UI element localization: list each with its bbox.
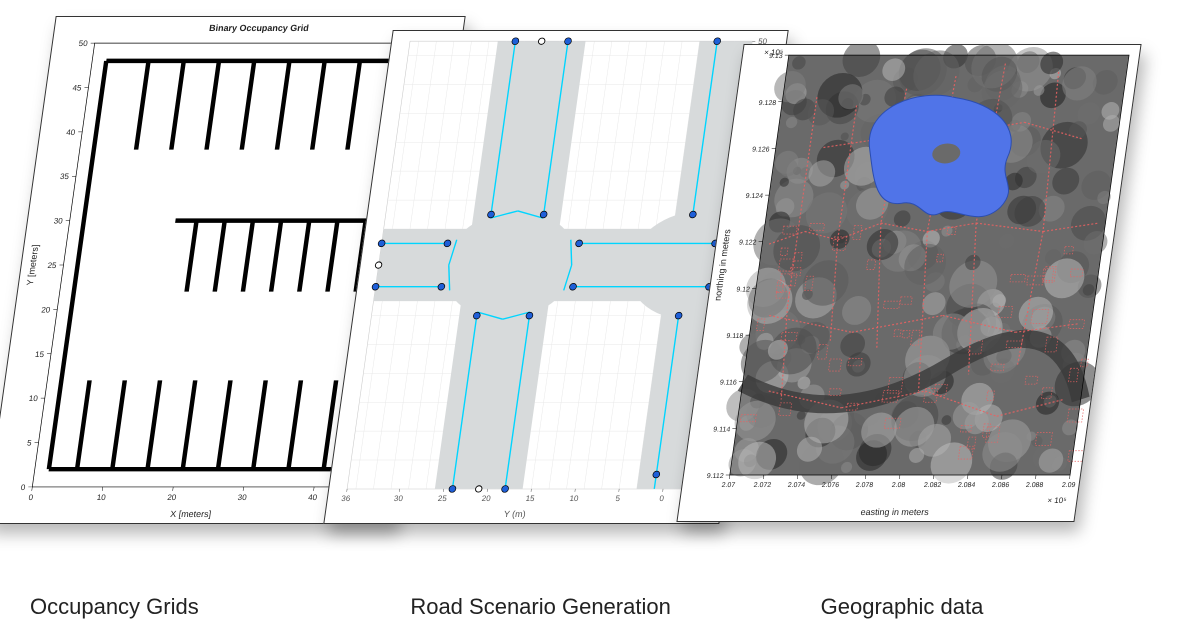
svg-text:easting in meters: easting in meters bbox=[860, 507, 930, 517]
svg-text:35: 35 bbox=[59, 172, 70, 181]
svg-text:2.086: 2.086 bbox=[991, 482, 1009, 489]
svg-text:20: 20 bbox=[167, 493, 178, 502]
svg-text:2.082: 2.082 bbox=[923, 482, 941, 489]
svg-text:2.072: 2.072 bbox=[753, 482, 771, 489]
caption-row: Occupancy Grids Road Scenario Generation… bbox=[0, 594, 1191, 620]
svg-text:20: 20 bbox=[41, 305, 52, 314]
svg-text:15: 15 bbox=[34, 350, 45, 359]
svg-text:50: 50 bbox=[78, 39, 89, 48]
svg-text:36: 36 bbox=[341, 494, 352, 503]
svg-text:2.088: 2.088 bbox=[1025, 482, 1043, 489]
svg-text:2.09: 2.09 bbox=[1061, 482, 1076, 489]
svg-text:9.118: 9.118 bbox=[726, 333, 744, 340]
svg-text:25: 25 bbox=[437, 494, 448, 503]
geo-chart: 2.07 2.072 2.074 2.076 2.078 2.08 2.082 2.084 2.… bbox=[678, 45, 1141, 521]
svg-text:X [meters]: X [meters] bbox=[170, 509, 212, 519]
svg-text:2.08: 2.08 bbox=[891, 482, 906, 489]
svg-text:Binary Occupancy Grid: Binary Occupancy Grid bbox=[209, 23, 310, 33]
svg-text:9.116: 9.116 bbox=[719, 380, 737, 387]
svg-text:30: 30 bbox=[237, 493, 248, 502]
figure-stage: Binary Occupancy Grid0102030405005101520… bbox=[0, 0, 1191, 560]
svg-text:0: 0 bbox=[20, 483, 26, 492]
svg-text:10: 10 bbox=[96, 493, 107, 502]
svg-text:30: 30 bbox=[53, 217, 64, 226]
svg-text:10: 10 bbox=[28, 394, 39, 403]
svg-text:2.07: 2.07 bbox=[721, 482, 736, 489]
svg-text:× 10⁵: × 10⁵ bbox=[1047, 496, 1067, 505]
svg-text:Y [meters]: Y [meters] bbox=[25, 245, 41, 286]
svg-text:× 10⁵: × 10⁵ bbox=[764, 48, 784, 57]
svg-text:15: 15 bbox=[525, 494, 536, 503]
svg-text:2.078: 2.078 bbox=[855, 482, 873, 489]
svg-text:2.084: 2.084 bbox=[957, 482, 975, 489]
svg-text:9.124: 9.124 bbox=[745, 193, 763, 200]
svg-text:30: 30 bbox=[393, 494, 404, 503]
caption-occupancy: Occupancy Grids bbox=[30, 594, 370, 620]
svg-text:9.12: 9.12 bbox=[736, 286, 751, 293]
svg-text:2.074: 2.074 bbox=[787, 482, 805, 489]
svg-text:9.112: 9.112 bbox=[706, 473, 724, 480]
svg-text:40: 40 bbox=[66, 128, 77, 137]
panel-geo: 2.07 2.072 2.074 2.076 2.078 2.08 2.082 2.084 2.… bbox=[676, 44, 1141, 522]
svg-text:2.076: 2.076 bbox=[821, 482, 839, 489]
svg-text:northing in meters: northing in meters bbox=[712, 229, 732, 301]
svg-text:5: 5 bbox=[615, 494, 621, 503]
svg-text:25: 25 bbox=[47, 261, 58, 270]
svg-text:9.128: 9.128 bbox=[758, 100, 776, 107]
svg-text:20: 20 bbox=[481, 494, 492, 503]
svg-text:0: 0 bbox=[28, 493, 34, 502]
svg-text:9.114: 9.114 bbox=[713, 426, 731, 433]
caption-road: Road Scenario Generation bbox=[370, 594, 750, 620]
svg-text:45: 45 bbox=[72, 84, 83, 93]
svg-text:40: 40 bbox=[308, 493, 319, 502]
svg-text:9.126: 9.126 bbox=[752, 146, 770, 153]
svg-text:5: 5 bbox=[26, 439, 32, 448]
svg-text:10: 10 bbox=[569, 494, 580, 503]
caption-geo: Geographic data bbox=[751, 594, 1161, 620]
svg-text:Y (m): Y (m) bbox=[503, 509, 526, 519]
svg-text:9.122: 9.122 bbox=[738, 240, 756, 247]
svg-text:0: 0 bbox=[659, 494, 665, 503]
